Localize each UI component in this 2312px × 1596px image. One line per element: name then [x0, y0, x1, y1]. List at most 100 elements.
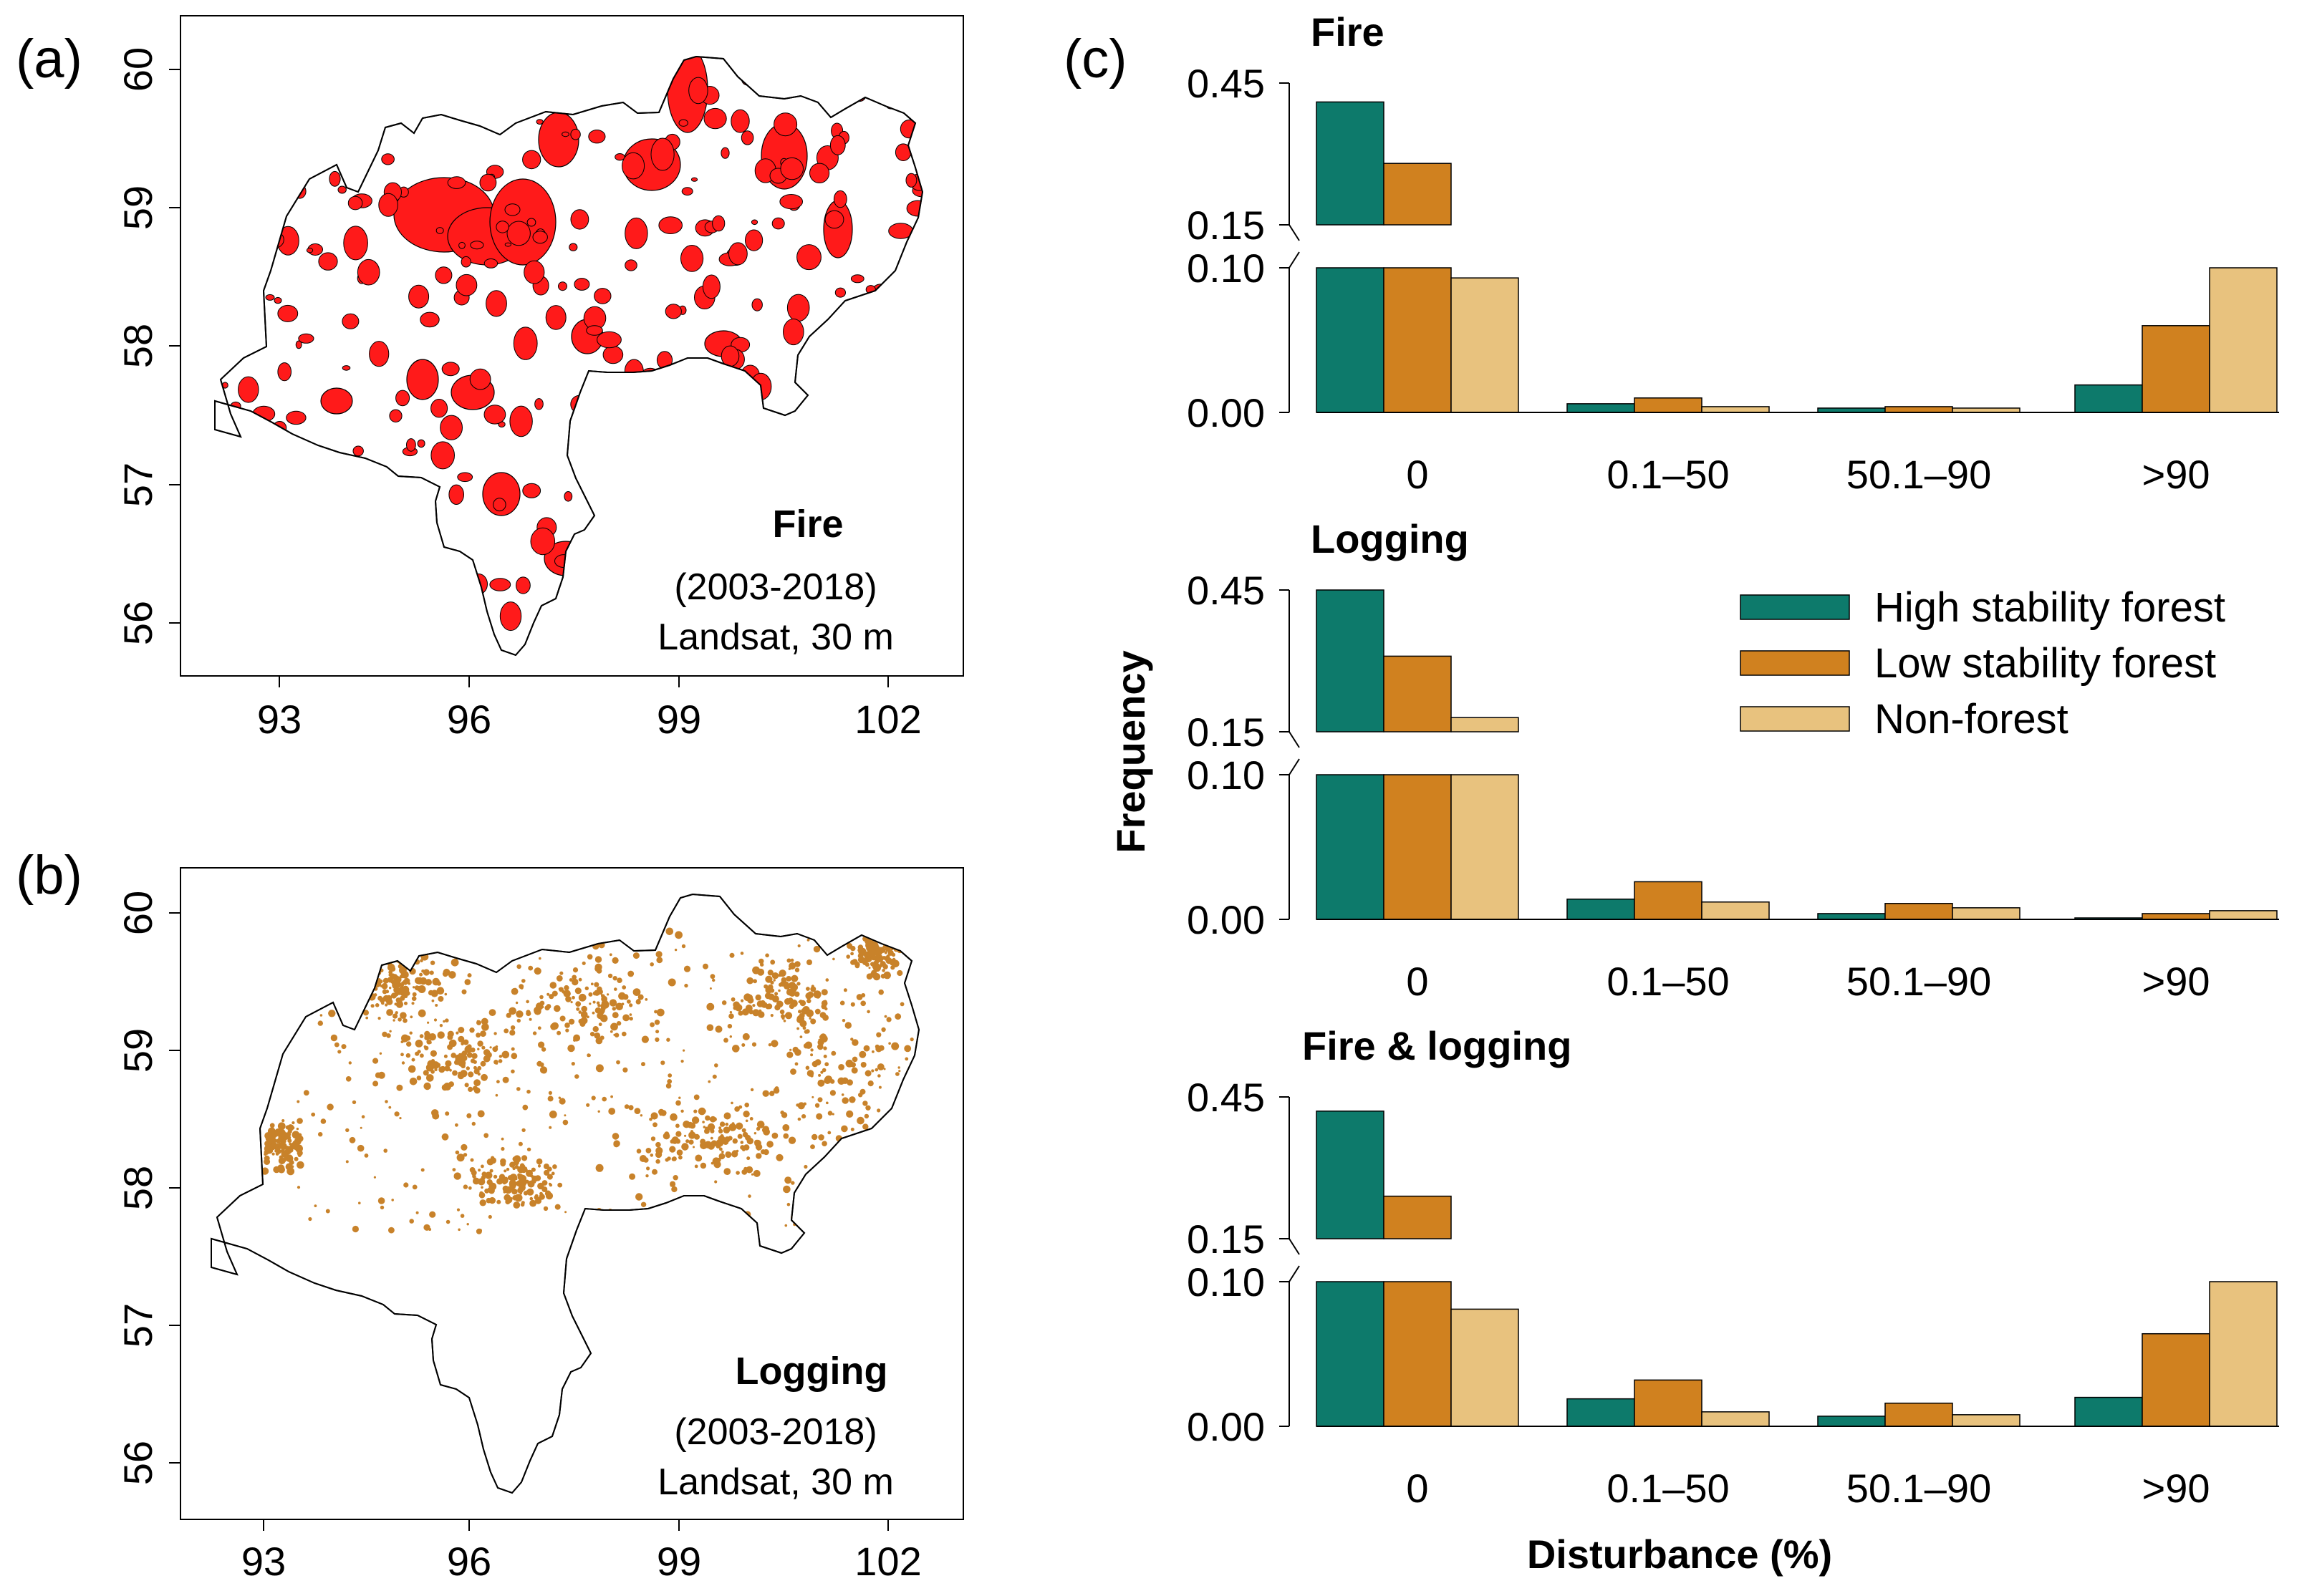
logging-patch [908, 1075, 912, 1078]
logging-patch [788, 997, 794, 1003]
logging-patch [536, 1158, 543, 1165]
fire-patch [417, 439, 425, 448]
x-tick-a-102: 102 [854, 697, 921, 742]
logging-patch [783, 1185, 791, 1194]
fire-patch [215, 587, 221, 597]
bar-high-stability-forest-0 [1316, 1281, 1384, 1427]
logging-patch [884, 951, 887, 954]
logging-patch [906, 1121, 911, 1126]
fire-patch [833, 190, 847, 208]
logging-patch [668, 1073, 673, 1078]
logging-patch [337, 933, 342, 939]
fire-patch [728, 242, 748, 266]
logging-patch [864, 1113, 870, 1119]
logging-patch [464, 979, 471, 985]
logging-patch [297, 1161, 304, 1169]
logging-patch [804, 1041, 813, 1049]
logging-patch [610, 1095, 613, 1098]
logging-patch [810, 1018, 817, 1025]
fire-patch [250, 284, 259, 295]
logging-patch [551, 990, 558, 997]
logging-patch [420, 959, 423, 962]
logging-patch [671, 1186, 678, 1193]
logging-patch [794, 967, 800, 972]
logging-patch [741, 1008, 749, 1016]
fire-patch [707, 501, 720, 512]
logging-patch [862, 1101, 868, 1106]
logging-patch [769, 988, 775, 993]
logging-patch [582, 961, 586, 965]
logging-patch [741, 1128, 746, 1133]
logging-patch [432, 1112, 440, 1120]
fire-patch [885, 81, 895, 92]
logging-patch [375, 1072, 382, 1078]
logging-patch [799, 1020, 807, 1027]
panel-a-x-ticks: 93 96 99 102 [257, 676, 922, 742]
logging-patch [473, 1177, 480, 1185]
fire-patch [493, 498, 506, 512]
bar-low-stability-forest-2 [1884, 1402, 1953, 1427]
fire-patch [513, 327, 538, 360]
logging-patch [711, 1118, 714, 1121]
logging-patch [544, 1190, 551, 1196]
bar-low-stability-forest-2 [1884, 406, 1953, 413]
logging-patch [429, 970, 434, 975]
logging-patch [578, 1010, 582, 1014]
fire-patch [824, 210, 844, 229]
logging-patch [675, 1100, 681, 1106]
logging-patch [415, 1211, 419, 1214]
fire-patch [750, 382, 758, 390]
fire-patch [435, 227, 444, 234]
logging-patch [929, 1031, 931, 1033]
logging-patch [710, 1128, 715, 1133]
logging-patch [360, 1126, 362, 1129]
logging-patch [374, 957, 381, 964]
logging-patch [867, 1010, 870, 1014]
logging-patch [703, 1126, 706, 1128]
y-tick-b-60: 60 [115, 891, 160, 935]
fire-patch [564, 77, 573, 89]
logging-patch [511, 1053, 518, 1060]
logging-patch [509, 1007, 516, 1015]
logging-patch [712, 978, 716, 982]
logging-patch [352, 1225, 359, 1233]
logging-patch [805, 1065, 810, 1070]
logging-patch [517, 1166, 525, 1174]
logging-patch [464, 1083, 469, 1088]
fire-patch [635, 383, 656, 408]
logging-patch [799, 1000, 803, 1004]
logging-patch [275, 1152, 279, 1156]
logging-patch [850, 952, 854, 956]
logging-patch [665, 927, 674, 936]
logging-patch [511, 1182, 516, 1186]
logging-patch [820, 1070, 824, 1074]
fire-patch [597, 331, 622, 349]
logging-patch [526, 1188, 534, 1196]
logging-patch [810, 986, 817, 992]
y-axis: 0.45 0.150.10 0.00 [1187, 568, 1300, 942]
logging-patch [392, 1013, 398, 1019]
logging-patch [498, 1055, 503, 1058]
logging-patch [401, 971, 409, 979]
logging-patch [437, 1031, 445, 1039]
logging-patch [516, 964, 521, 969]
logging-patch [821, 1000, 828, 1007]
logging-patch [399, 988, 408, 997]
logging-patch [425, 1063, 434, 1072]
x-tick-label: >90 [2142, 959, 2210, 1004]
logging-patch [768, 993, 775, 1000]
logging-patch [882, 1138, 890, 1146]
logging-patch [747, 1005, 753, 1012]
chart-title: Fire [1311, 9, 1384, 54]
legend-swatch-nonforest [1740, 706, 1850, 732]
logging-patch [341, 1044, 347, 1050]
fire-patch [679, 407, 692, 420]
logging-patch [471, 1169, 477, 1176]
logging-patch [414, 985, 420, 990]
logging-patch [467, 973, 472, 978]
logging-patch [438, 996, 444, 1002]
logging-patch [479, 1199, 486, 1206]
logging-patch [287, 1138, 292, 1143]
y-tick-label: 0.00 [1187, 390, 1265, 435]
logging-patch [360, 969, 369, 977]
